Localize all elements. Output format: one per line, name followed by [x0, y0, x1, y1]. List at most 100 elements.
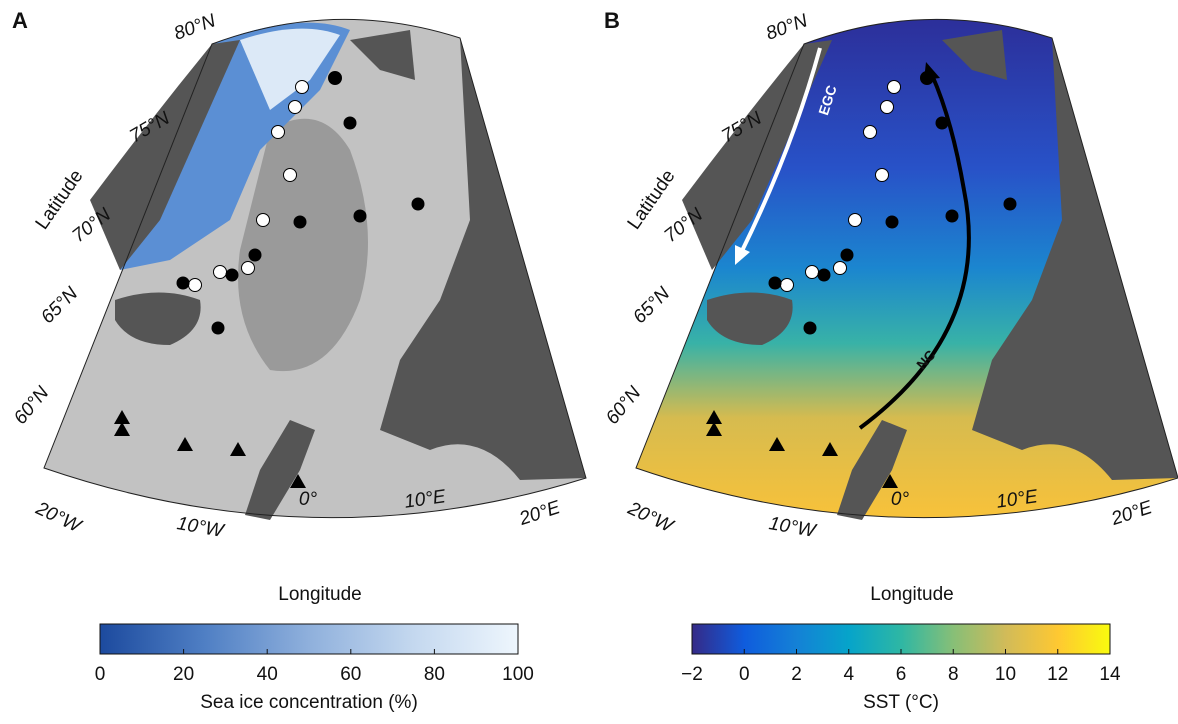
station	[293, 215, 307, 229]
station	[780, 278, 794, 292]
panel-label: A	[12, 8, 28, 33]
colorbar-tick-label: 100	[502, 664, 534, 685]
sea-ice	[240, 28, 340, 111]
greenland	[682, 40, 832, 270]
longitude-label: 20°E	[1108, 497, 1155, 530]
britain	[837, 420, 907, 520]
colorbar-tick-label: 0	[739, 664, 750, 685]
arrowhead	[735, 245, 750, 265]
station-triangle	[290, 474, 306, 488]
scandinavia	[972, 38, 1178, 480]
britain	[245, 420, 315, 520]
latitude-label: 65°N	[629, 283, 674, 328]
longitude-label: 10°W	[175, 513, 227, 542]
colorbar-tick-label: 10	[995, 664, 1016, 685]
station	[271, 125, 285, 139]
colorbar-tick-label: 80	[424, 664, 445, 685]
longitude-label: 10°W	[767, 513, 819, 542]
colorbar-tick-label: 6	[896, 664, 907, 685]
bathymetry	[238, 118, 368, 372]
longitude-label: 20°W	[624, 498, 678, 538]
scandinavia	[380, 38, 586, 480]
iceland	[707, 292, 793, 345]
station	[817, 268, 831, 282]
colorbar-tick-label: 4	[843, 664, 854, 685]
station	[353, 209, 367, 223]
station	[803, 321, 817, 335]
x-axis-label: Longitude	[870, 584, 953, 605]
svalbard	[942, 30, 1007, 80]
latitude-label: 60°N	[602, 382, 646, 428]
station	[225, 268, 239, 282]
longitude-label: 20°W	[32, 498, 86, 538]
colorbar-tick-label: 2	[791, 664, 802, 685]
station	[885, 215, 899, 229]
station	[935, 116, 949, 130]
svalbard	[350, 30, 415, 80]
station-triangle	[177, 437, 193, 451]
arrowhead	[924, 62, 940, 80]
x-axis-label: Longitude	[278, 584, 361, 605]
station	[248, 248, 262, 262]
station-triangle	[114, 410, 130, 424]
latitude-label: 65°N	[37, 283, 82, 328]
station	[805, 265, 819, 279]
station	[768, 276, 782, 290]
station	[848, 213, 862, 227]
station-triangle	[769, 437, 785, 451]
station	[1003, 197, 1017, 211]
station	[288, 100, 302, 114]
latitude-label: 60°N	[10, 382, 54, 428]
current-arrow	[858, 74, 971, 430]
station	[188, 278, 202, 292]
frame	[43, 18, 587, 519]
colorbar-label: SST (°C)	[863, 692, 939, 713]
station	[213, 265, 227, 279]
station-triangle	[230, 442, 246, 456]
colorbar-tick-label: 0	[95, 664, 106, 685]
station	[295, 80, 309, 94]
station	[833, 261, 847, 275]
panel-label: B	[604, 8, 620, 33]
station	[887, 80, 901, 94]
colorbar-tick-label: 20	[173, 664, 194, 685]
station	[211, 321, 225, 335]
latitude-label: 80°N	[763, 10, 810, 44]
colorbar	[99, 623, 519, 655]
station	[176, 276, 190, 290]
station-triangle	[706, 410, 722, 424]
station	[411, 197, 425, 211]
station	[945, 209, 959, 223]
station-triangle	[114, 422, 130, 436]
longitude-label: 0°	[891, 489, 910, 510]
colorbar-tick-label: 8	[948, 664, 959, 685]
station	[241, 261, 255, 275]
station	[343, 116, 357, 130]
colorbar-label: Sea ice concentration (%)	[200, 692, 418, 713]
station-triangle	[882, 474, 898, 488]
colorbar-tick-label: −2	[681, 664, 703, 685]
colorbar-tick-label: 40	[257, 664, 278, 685]
longitude-label: 20°E	[516, 497, 563, 530]
current-arrow	[738, 47, 822, 256]
colorbar-tick-label: 14	[1099, 664, 1121, 685]
iceland	[115, 292, 201, 345]
colorbar-tick-label: 60	[340, 664, 361, 685]
latitude-label: 80°N	[171, 10, 218, 44]
station	[863, 125, 877, 139]
station	[256, 213, 270, 227]
station	[880, 100, 894, 114]
panel: B 80°N75°N70°N65°N60°N20°W 10°W0° 10°E 20°EL…	[602, 8, 1178, 713]
station-triangle	[706, 422, 722, 436]
colorbar-tick-label: 12	[1047, 664, 1068, 685]
station	[328, 71, 342, 85]
frame	[635, 18, 1178, 519]
station	[840, 248, 854, 262]
station	[283, 168, 297, 182]
panel: A 80°N75°N70°N65°N60°N20°W 10°W0° 10°E 20°EL…	[10, 8, 587, 713]
station-triangle	[822, 442, 838, 456]
station	[875, 168, 889, 182]
greenland	[90, 40, 240, 270]
longitude-label: 0°	[299, 489, 318, 510]
